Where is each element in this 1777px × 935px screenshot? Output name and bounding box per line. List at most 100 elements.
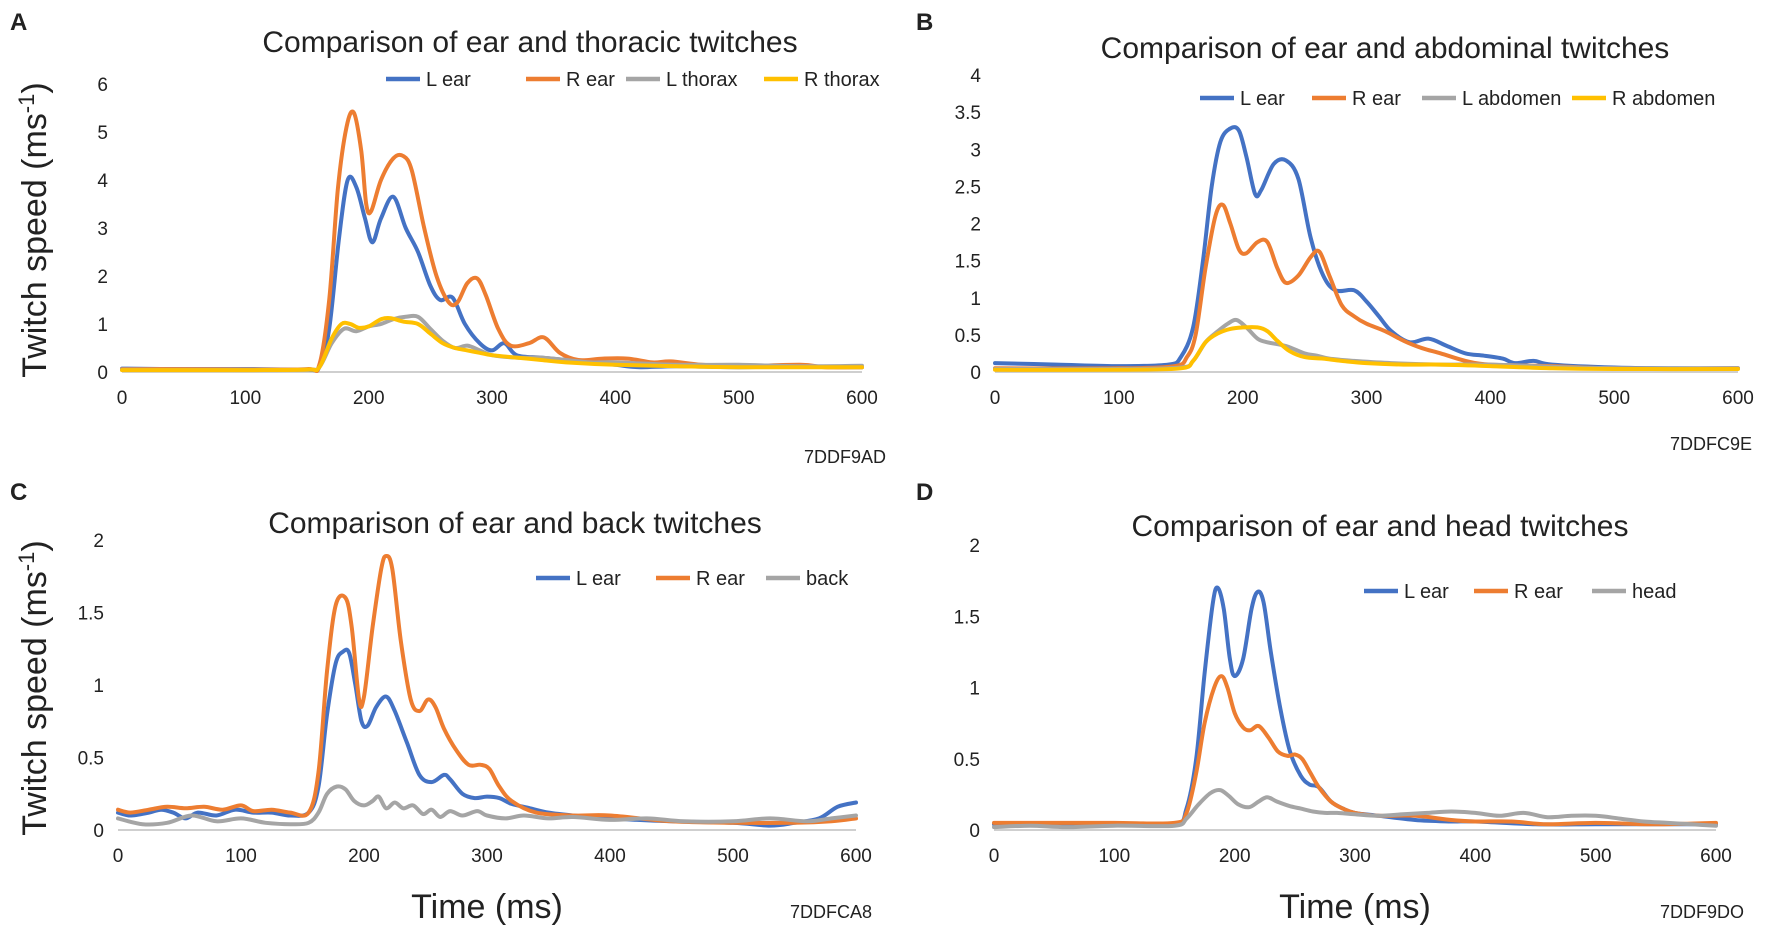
- chart-title: Comparison of ear and thoracic twitches: [262, 26, 797, 59]
- legend-entry: L abdomen: [1462, 88, 1561, 110]
- series-line-r-ear: [116, 553, 858, 825]
- y-tick-label: 1: [969, 679, 980, 700]
- y-tick-label: 2: [93, 531, 104, 552]
- panel-id-label: 7DDF9DO: [1660, 902, 1744, 922]
- y-tick-label: 2: [97, 267, 108, 288]
- legend-entry: L ear: [1404, 581, 1449, 603]
- x-tick-label: 0: [113, 846, 124, 867]
- y-tick-label: 1.5: [954, 607, 980, 628]
- x-tick-label: 400: [1459, 846, 1491, 867]
- series-line-l-thorax: [120, 313, 864, 373]
- panel-letter: C: [10, 479, 27, 506]
- y-tick-label: 0: [969, 821, 980, 842]
- panel-id-label: 7DDFC9E: [1670, 434, 1752, 454]
- x-tick-label: 500: [1598, 388, 1630, 409]
- chart-panel-D: D Comparison of ear and head twitches 0 0.5…: [916, 479, 1744, 926]
- series-line-l-ear: [993, 125, 1740, 371]
- chart-panel-A: A Comparison of ear and thoracic twitches…: [10, 9, 886, 467]
- series-line-r-ear: [992, 674, 1718, 827]
- chart-panel-C: C Comparison of ear and back twitches 0 0.5…: [10, 479, 872, 926]
- x-tick-label: 500: [1580, 846, 1612, 867]
- x-tick-label: 200: [1227, 388, 1259, 409]
- y-axis-label: Twitch speed (ms-1): [14, 540, 54, 835]
- y-tick-label: 6: [97, 75, 108, 96]
- x-tick-label: 300: [476, 388, 508, 409]
- panel-letter: D: [916, 479, 933, 506]
- x-tick-label: 500: [717, 846, 749, 867]
- x-tick-label: 200: [348, 846, 380, 867]
- x-tick-label: 0: [990, 388, 1001, 409]
- x-tick-label: 300: [471, 846, 503, 867]
- y-tick-label: 5: [97, 123, 108, 144]
- x-tick-label: 0: [989, 846, 1000, 867]
- series-line-r-thorax: [120, 315, 864, 373]
- y-tick-label: 1: [93, 676, 104, 697]
- legend-entry: L ear: [1240, 88, 1285, 110]
- series-line-l-ear: [992, 585, 1718, 828]
- y-tick-label: 3: [97, 219, 108, 240]
- series-line-head: [992, 787, 1718, 830]
- y-tick-label: 4: [97, 171, 108, 192]
- x-tick-label: 300: [1339, 846, 1371, 867]
- x-tick-label: 0: [117, 388, 128, 409]
- legend-entry: R ear: [1352, 88, 1401, 110]
- panel-letter: A: [10, 9, 27, 36]
- y-tick-label: 2: [969, 536, 980, 557]
- y-axis-label: Twitch speed (ms-1): [14, 82, 54, 377]
- series-line-l-ear: [120, 174, 864, 373]
- chart-title: Comparison of ear and back twitches: [268, 507, 762, 540]
- y-tick-label: 1: [970, 289, 981, 310]
- y-tick-label: 4: [970, 66, 981, 87]
- x-tick-label: 400: [1474, 388, 1506, 409]
- x-tick-label: 100: [1098, 846, 1130, 867]
- x-tick-label: 600: [1722, 388, 1754, 409]
- series-line-back: [116, 784, 858, 827]
- chart-panel-B: B Comparison of ear and abdominal twitche…: [916, 9, 1754, 454]
- legend-entry: L ear: [426, 69, 471, 91]
- legend-entry: L ear: [576, 568, 621, 590]
- y-tick-label: 2: [970, 215, 981, 236]
- x-axis-label: Time (ms): [1279, 888, 1431, 926]
- y-tick-label: 1.5: [78, 604, 104, 625]
- x-tick-label: 300: [1351, 388, 1383, 409]
- legend-entry: back: [806, 568, 849, 590]
- legend-entry: R ear: [1514, 581, 1563, 603]
- panel-id-label: 7DDF9AD: [804, 447, 886, 467]
- legend-entry: L thorax: [666, 69, 738, 91]
- x-tick-label: 200: [1219, 846, 1251, 867]
- y-tick-label: 0.5: [955, 326, 981, 347]
- legend-entry: head: [1632, 581, 1677, 603]
- y-tick-label: 0.5: [78, 749, 104, 770]
- y-tick-label: 3.5: [955, 103, 981, 124]
- y-tick-label: 1: [97, 315, 108, 336]
- series-line-r-abdomen: [993, 325, 1740, 372]
- y-tick-label: 0: [970, 363, 981, 384]
- y-tick-label: 0: [93, 821, 104, 842]
- x-tick-label: 100: [229, 388, 261, 409]
- panel-id-label: 7DDFCA8: [790, 902, 872, 922]
- y-tick-label: 1.5: [955, 252, 981, 273]
- legend-entry: R ear: [566, 69, 615, 91]
- x-tick-label: 600: [846, 388, 878, 409]
- x-tick-label: 200: [353, 388, 385, 409]
- x-axis-label: Time (ms): [411, 888, 563, 926]
- legend-entry: R abdomen: [1612, 88, 1715, 110]
- y-tick-label: 0: [97, 363, 108, 384]
- x-tick-label: 100: [225, 846, 257, 867]
- chart-title: Comparison of ear and head twitches: [1132, 510, 1629, 543]
- series-line-r-ear: [993, 202, 1740, 371]
- legend-entry: R thorax: [804, 69, 880, 91]
- panel-letter: B: [916, 9, 933, 36]
- y-tick-label: 2.5: [955, 177, 981, 198]
- x-tick-label: 600: [840, 846, 872, 867]
- series-line-r-ear: [120, 109, 864, 374]
- legend-entry: R ear: [696, 568, 745, 590]
- y-tick-label: 3: [970, 140, 981, 161]
- y-tick-label: 0.5: [954, 750, 980, 771]
- x-tick-label: 600: [1700, 846, 1732, 867]
- x-tick-label: 100: [1103, 388, 1135, 409]
- x-tick-label: 400: [594, 846, 626, 867]
- chart-title: Comparison of ear and abdominal twitches: [1101, 32, 1670, 65]
- x-tick-label: 500: [723, 388, 755, 409]
